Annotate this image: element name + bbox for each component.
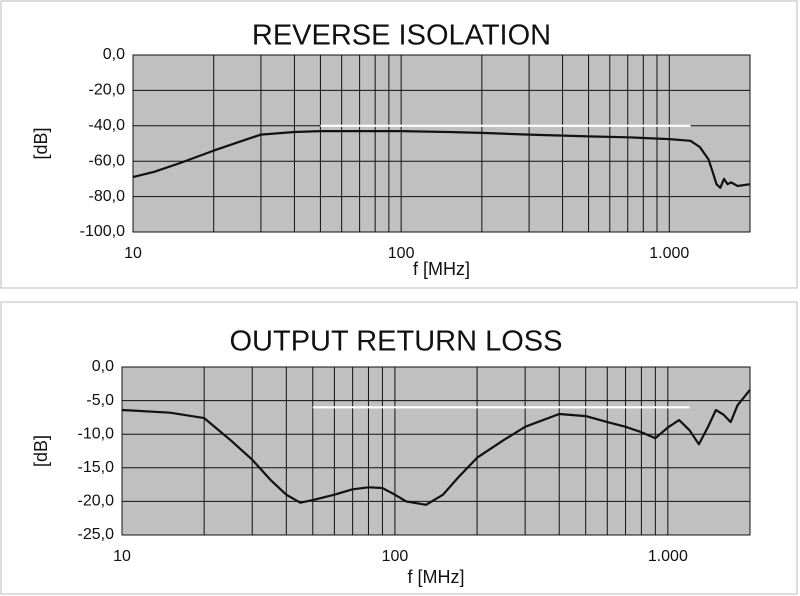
y-tick-label: -15,0 [78, 459, 115, 476]
chart-title: OUTPUT RETURN LOSS [229, 326, 562, 358]
series-line [132, 130, 751, 189]
x-tick-label: 100 [388, 245, 415, 262]
x-tick-label: 10 [113, 548, 131, 565]
y-tick-label: -5,0 [86, 392, 114, 409]
y-tick-label: -100,0 [80, 223, 125, 240]
chart-title: REVERSE ISOLATION [252, 20, 551, 52]
y-tick-label: -20,0 [89, 82, 126, 99]
x-tick-label: 1.000 [648, 548, 688, 565]
y-tick-label: -10,0 [78, 425, 115, 442]
panel-frame [0, 0, 798, 289]
x-axis-label: f [MHz] [408, 567, 465, 587]
x-tick-label: 10 [124, 245, 142, 262]
y-tick-label: -20,0 [78, 493, 115, 510]
y-tick-label: -60,0 [89, 152, 126, 169]
y-tick-label: 0,0 [103, 46, 125, 63]
y-tick-label: -80,0 [89, 188, 126, 205]
y-tick-label: -40,0 [89, 117, 126, 134]
y-axis-label: [dB] [31, 435, 51, 467]
series-line [121, 389, 751, 506]
y-tick-label: 0,0 [92, 358, 114, 375]
y-axis-label: [dB] [31, 127, 51, 159]
y-tick-label: -25,0 [78, 526, 115, 543]
x-tick-label: 1.000 [649, 245, 689, 262]
panel-frame [0, 301, 798, 595]
x-tick-label: 100 [382, 548, 409, 565]
x-axis-label: f [MHz] [413, 259, 470, 279]
